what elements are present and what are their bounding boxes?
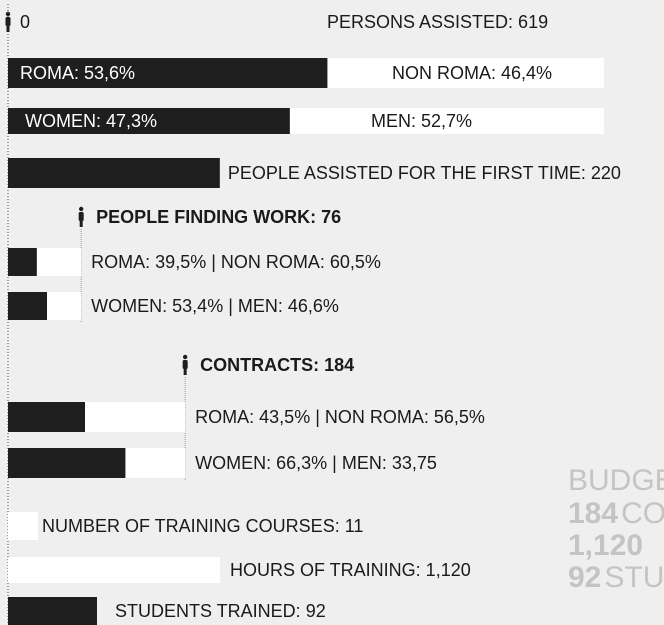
person-icon (182, 354, 188, 360)
bar (289, 108, 604, 134)
bar (8, 512, 38, 540)
start-label: 0 (20, 12, 30, 32)
bar (8, 248, 37, 276)
bar (8, 402, 86, 432)
budget-title: BUDGE (568, 464, 664, 497)
budget-text: STU (604, 561, 664, 594)
bar-label: MEN: 52,7% (371, 111, 472, 131)
bar (8, 158, 220, 188)
person-icon (78, 212, 84, 221)
person-icon (5, 11, 11, 17)
bar-label: HOURS OF TRAINING: 1,120 (230, 560, 471, 580)
bar-label: ROMA: 53,6% (20, 63, 135, 83)
budget-text: CO (621, 497, 664, 530)
bar-label: PEOPLE ASSISTED FOR THE FIRST TIME: 220 (228, 163, 621, 183)
bar (8, 108, 290, 134)
section-title: PEOPLE FINDING WORK: 76 (96, 207, 341, 227)
budget-number: 184 (568, 497, 618, 530)
person-icon (182, 360, 188, 369)
section-title: CONTRACTS: 184 (200, 355, 354, 375)
person-icon (183, 368, 187, 375)
bar-label: STUDENTS TRAINED: 92 (115, 601, 326, 621)
person-icon (5, 17, 11, 26)
bar-label: WOMEN: 66,3% | MEN: 33,75 (195, 453, 437, 473)
bar (85, 402, 186, 432)
bar-label: NON ROMA: 46,4% (392, 63, 552, 83)
budget-number: 92 (568, 561, 601, 594)
person-icon (6, 25, 10, 32)
bar-label: ROMA: 43,5% | NON ROMA: 56,5% (195, 407, 485, 427)
bar (125, 448, 186, 478)
bar-label: WOMEN: 47,3% (25, 111, 157, 131)
bar-label: WOMEN: 53,4% | MEN: 46,6% (91, 296, 339, 316)
bar-label: ROMA: 39,5% | NON ROMA: 60,5% (91, 252, 381, 272)
bar (8, 58, 328, 88)
budget-number: 1,120 (568, 529, 643, 562)
person-icon (78, 206, 84, 212)
bar (36, 248, 82, 276)
person-icon (79, 220, 83, 227)
title: PERSONS ASSISTED: 619 (327, 12, 548, 32)
bar (8, 557, 220, 583)
bar (8, 448, 126, 478)
bar (8, 292, 48, 320)
bar (47, 292, 82, 320)
bar-label: NUMBER OF TRAINING COURSES: 11 (42, 516, 363, 536)
bar (327, 58, 604, 88)
bar (8, 597, 97, 625)
